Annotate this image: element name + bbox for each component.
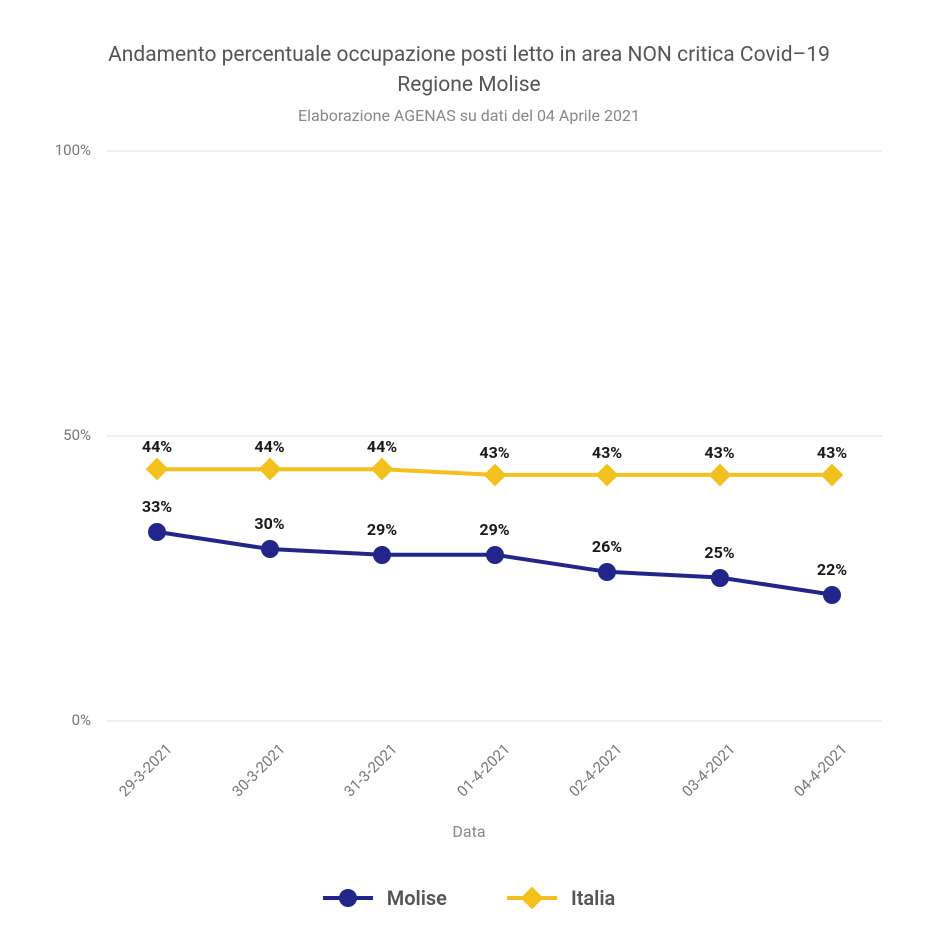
marker-molise	[711, 569, 729, 587]
chart-container: Andamento percentuale occupazione posti …	[0, 0, 938, 938]
data-label-molise: 25%	[704, 543, 734, 562]
x-tick-label: 29-3-2021	[106, 740, 175, 809]
data-label-molise: 22%	[817, 560, 847, 579]
data-label-italia: 43%	[704, 443, 734, 462]
x-tick-label: 30-3-2021	[219, 740, 288, 809]
legend-item-molise: Molise	[323, 886, 447, 910]
gridline	[107, 720, 882, 722]
data-label-molise: 33%	[142, 497, 172, 516]
legend-label: Italia	[571, 886, 615, 910]
lines-svg	[107, 150, 882, 720]
y-tick-label: 50%	[0, 426, 91, 444]
legend-swatch	[507, 896, 557, 900]
x-axis-title: Data	[0, 822, 938, 841]
x-tick-label: 04-4-2021	[781, 740, 850, 809]
data-label-italia: 43%	[479, 443, 509, 462]
x-tick-label: 02-4-2021	[556, 740, 625, 809]
data-label-molise: 29%	[367, 520, 397, 539]
plot-area: 0%50%100%29-3-202130-3-202131-3-202101-4…	[107, 150, 882, 720]
x-tick-label: 03-4-2021	[669, 740, 738, 809]
chart-title-line1: Andamento percentuale occupazione posti …	[0, 40, 938, 70]
data-label-italia: 43%	[592, 443, 622, 462]
data-label-molise: 26%	[592, 537, 622, 556]
marker-molise	[486, 546, 504, 564]
circle-icon	[339, 889, 357, 907]
marker-molise	[261, 540, 279, 558]
data-label-italia: 44%	[142, 437, 172, 456]
legend-swatch	[323, 896, 373, 900]
legend-label: Molise	[387, 886, 447, 910]
data-label-italia: 44%	[367, 437, 397, 456]
marker-molise	[148, 523, 166, 541]
marker-molise	[598, 563, 616, 581]
chart-subtitle: Elaborazione AGENAS su dati del 04 April…	[0, 106, 938, 125]
diamond-icon	[521, 887, 544, 910]
marker-molise	[823, 586, 841, 604]
chart-title-line2: Regione Molise	[0, 70, 938, 100]
data-label-molise: 30%	[254, 514, 284, 533]
data-label-italia: 43%	[817, 443, 847, 462]
data-label-italia: 44%	[254, 437, 284, 456]
legend: Molise Italia	[0, 886, 938, 910]
data-label-molise: 29%	[479, 520, 509, 539]
y-tick-label: 0%	[0, 711, 91, 729]
x-tick-label: 01-4-2021	[444, 740, 513, 809]
x-tick-label: 31-3-2021	[331, 740, 400, 809]
legend-item-italia: Italia	[507, 886, 615, 910]
y-tick-label: 100%	[0, 141, 91, 159]
chart-title: Andamento percentuale occupazione posti …	[0, 40, 938, 101]
marker-molise	[373, 546, 391, 564]
